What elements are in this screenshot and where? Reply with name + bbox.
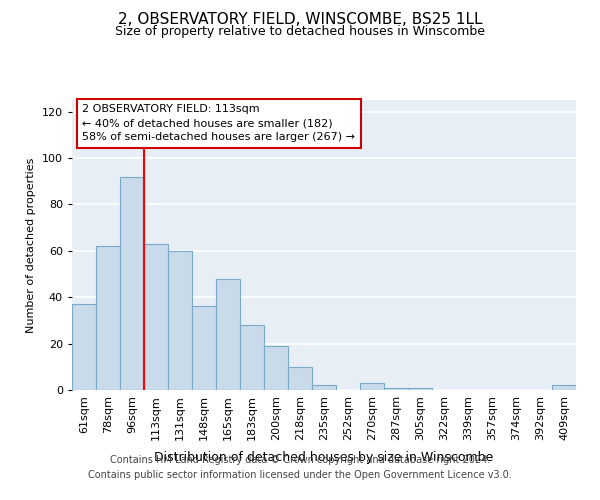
X-axis label: Distribution of detached houses by size in Winscombe: Distribution of detached houses by size … — [154, 451, 494, 464]
Bar — [192, 306, 216, 390]
Bar — [552, 386, 576, 390]
Bar — [312, 386, 336, 390]
Text: Size of property relative to detached houses in Winscombe: Size of property relative to detached ho… — [115, 25, 485, 38]
Bar — [120, 176, 144, 390]
Text: Contains HM Land Registry data © Crown copyright and database right 2024.
Contai: Contains HM Land Registry data © Crown c… — [88, 455, 512, 480]
Bar — [216, 278, 240, 390]
Text: 2, OBSERVATORY FIELD, WINSCOMBE, BS25 1LL: 2, OBSERVATORY FIELD, WINSCOMBE, BS25 1L… — [118, 12, 482, 28]
Y-axis label: Number of detached properties: Number of detached properties — [26, 158, 36, 332]
Bar — [408, 388, 432, 390]
Bar — [96, 246, 120, 390]
Bar — [240, 325, 264, 390]
Bar — [264, 346, 288, 390]
Text: 2 OBSERVATORY FIELD: 113sqm
← 40% of detached houses are smaller (182)
58% of se: 2 OBSERVATORY FIELD: 113sqm ← 40% of det… — [82, 104, 355, 142]
Bar — [288, 367, 312, 390]
Bar — [144, 244, 168, 390]
Bar — [168, 251, 192, 390]
Bar — [360, 383, 384, 390]
Bar — [72, 304, 96, 390]
Bar — [384, 388, 408, 390]
